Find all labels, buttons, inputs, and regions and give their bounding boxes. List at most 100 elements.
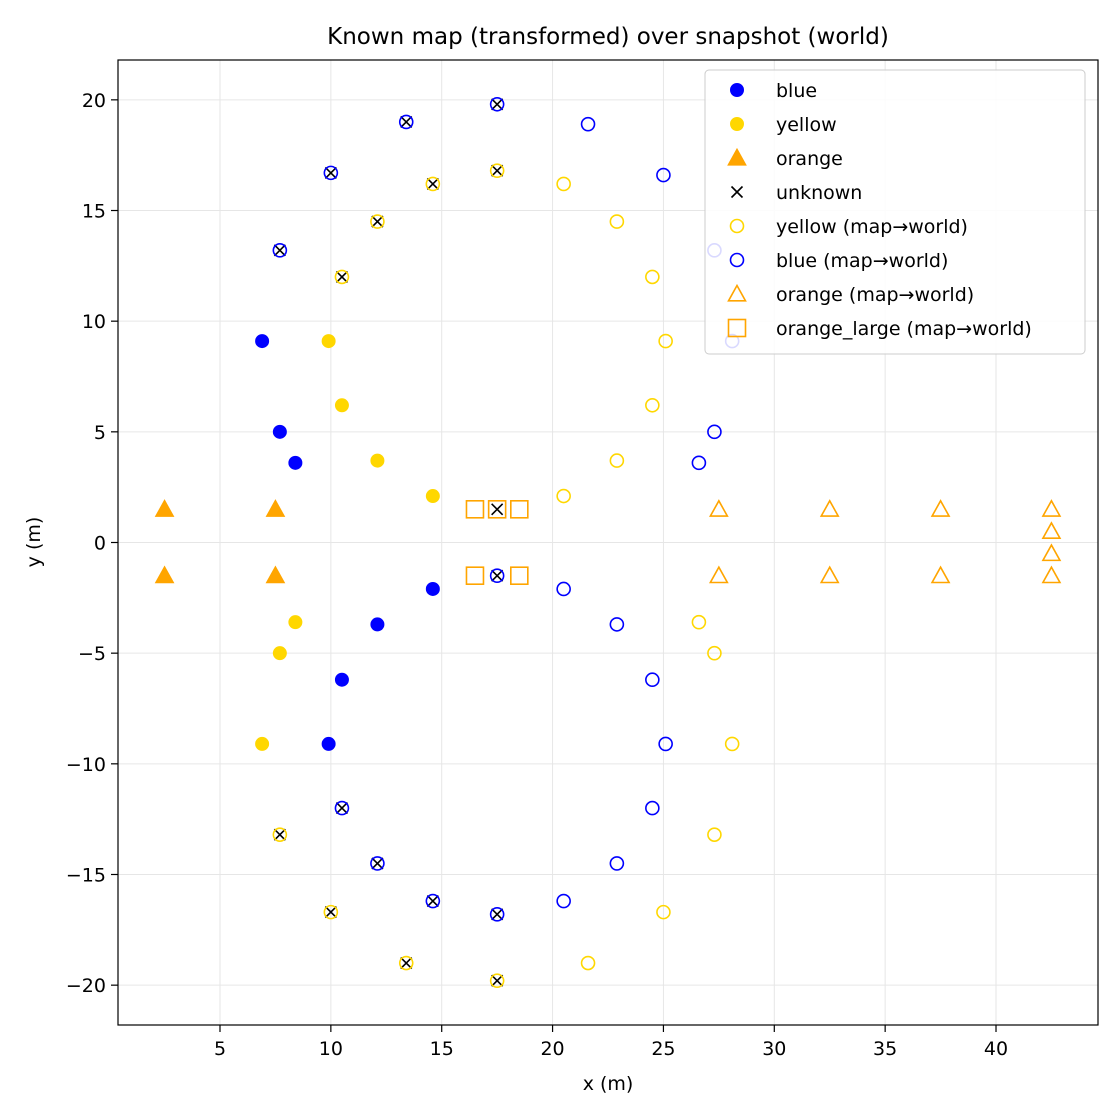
data-point — [265, 565, 286, 584]
data-point — [691, 614, 707, 630]
data-point — [370, 856, 385, 871]
legend-label: orange — [776, 148, 843, 170]
data-point — [656, 167, 671, 183]
series-1 — [255, 334, 440, 751]
data-point — [321, 334, 336, 349]
data-point — [819, 499, 840, 517]
data-point — [272, 424, 287, 439]
legend-label: blue (map→world) — [776, 250, 948, 272]
data-point — [288, 615, 303, 630]
x-tick-label: 5 — [214, 1038, 226, 1060]
legend-label: unknown — [776, 182, 862, 204]
x-tick-label: 15 — [430, 1038, 454, 1060]
data-point — [154, 565, 175, 584]
legend-marker — [727, 283, 747, 302]
data-point — [1041, 543, 1062, 562]
data-point — [707, 424, 722, 440]
legend-label: orange (map→world) — [776, 284, 974, 306]
data-point — [656, 904, 671, 920]
y-tick-label: 10 — [82, 311, 106, 333]
data-point — [510, 566, 529, 585]
data-point — [324, 166, 337, 179]
data-point — [489, 973, 505, 989]
data-point — [334, 672, 349, 687]
data-point — [321, 736, 336, 751]
series-6 — [709, 499, 1062, 584]
data-point — [425, 893, 441, 909]
legend-label: blue — [776, 80, 817, 102]
data-point — [707, 827, 722, 842]
data-point — [491, 569, 504, 582]
data-point — [255, 736, 270, 751]
x-tick-label: 25 — [651, 1038, 675, 1060]
data-point — [724, 736, 740, 752]
axis-ticks: 5 10 15 20 25 30 35 40 −20 −15 −10 −5 0 5 10 15 20 — [66, 90, 1008, 1060]
data-point — [487, 500, 507, 519]
legend-label: orange_large (map→world) — [776, 318, 1032, 340]
data-point — [400, 956, 413, 970]
data-point — [709, 499, 729, 517]
data-marks — [154, 96, 1062, 989]
data-point — [272, 646, 287, 661]
data-point — [255, 334, 270, 349]
data-point — [334, 398, 349, 413]
series-2 — [154, 499, 286, 584]
legend-marker — [729, 252, 745, 268]
series-0 — [255, 334, 440, 751]
data-point — [334, 269, 350, 285]
data-point — [1041, 521, 1062, 540]
data-point — [556, 488, 571, 504]
x-tick-label: 30 — [762, 1038, 786, 1060]
data-point — [491, 974, 504, 987]
y-tick-label: 5 — [94, 422, 106, 444]
data-point — [658, 736, 673, 752]
series-3 — [273, 98, 504, 987]
data-point — [709, 565, 729, 584]
data-point — [491, 908, 504, 921]
data-point — [609, 856, 625, 871]
data-point — [323, 165, 339, 181]
data-point — [580, 116, 596, 132]
data-point — [265, 499, 286, 517]
data-point — [645, 269, 660, 285]
y-tick-label: −15 — [66, 864, 106, 886]
data-point — [609, 453, 625, 468]
data-point — [426, 894, 439, 908]
legend-marker — [729, 218, 745, 234]
legend-box — [704, 69, 1086, 355]
data-point — [609, 617, 625, 632]
data-point — [398, 114, 414, 130]
legend-marker — [727, 147, 747, 166]
legend-marker — [730, 83, 744, 97]
data-point — [323, 904, 339, 920]
data-point — [1041, 499, 1062, 517]
data-point — [334, 800, 350, 816]
data-point — [272, 827, 288, 842]
data-point — [335, 802, 349, 815]
data-point — [489, 163, 505, 178]
data-point — [645, 397, 660, 413]
data-point — [580, 955, 596, 971]
y-tick-label: −10 — [66, 754, 106, 776]
x-tick-label: 10 — [319, 1038, 343, 1060]
data-point — [426, 177, 439, 191]
data-point — [658, 333, 673, 349]
data-point — [556, 176, 571, 192]
x-tick-label: 40 — [984, 1038, 1008, 1060]
data-point — [556, 581, 571, 597]
data-point — [491, 164, 504, 177]
data-point — [489, 568, 505, 583]
data-point — [510, 500, 529, 519]
data-point — [371, 857, 384, 870]
y-tick-label: −5 — [78, 643, 106, 665]
data-point — [489, 96, 505, 112]
legend-label: yellow (map→world) — [776, 216, 968, 238]
data-point — [272, 243, 288, 258]
data-point — [930, 565, 951, 584]
y-axis-label: y (m) — [23, 517, 45, 568]
data-point — [398, 955, 414, 971]
data-point — [288, 455, 303, 470]
data-point — [425, 176, 441, 192]
data-point — [707, 645, 722, 661]
